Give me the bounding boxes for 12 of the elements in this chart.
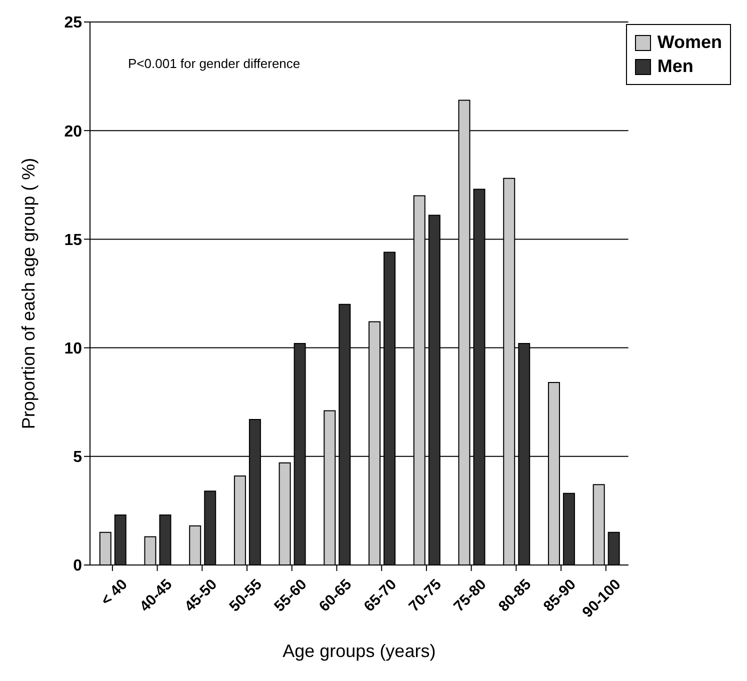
y-tick-label: 25: [64, 14, 82, 32]
y-axis-title: Proportion of each age group ( %): [18, 158, 38, 430]
y-tick-label: 15: [64, 232, 82, 249]
annotation: P<0.001 for gender difference: [128, 56, 300, 71]
x-axis-title: Age groups (years): [282, 641, 436, 661]
legend-label: Women: [656, 32, 722, 53]
legend-label: Men: [656, 56, 694, 77]
y-tick-label: 10: [64, 340, 82, 358]
x-tick-label: < 40: [98, 576, 131, 610]
y-tick-label: 20: [64, 123, 82, 140]
y-tick-label: 5: [73, 449, 82, 466]
y-tick-label: 0: [73, 558, 82, 575]
